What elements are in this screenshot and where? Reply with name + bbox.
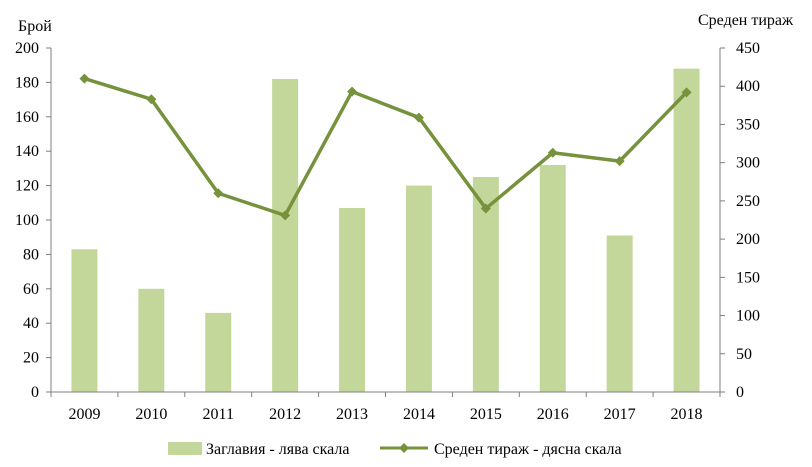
right-tick-label: 200 <box>736 231 760 248</box>
legend-line-label: Среден тираж - дясна скала <box>434 441 622 458</box>
bar-series <box>71 68 700 393</box>
line-point-2012 <box>280 210 291 221</box>
bar-2018 <box>673 68 700 392</box>
right-tick-label: 100 <box>736 308 760 325</box>
line-point-2009 <box>79 73 90 84</box>
left-tick-label: 80 <box>23 246 39 263</box>
bar-2011 <box>205 312 232 392</box>
left-tick-label: 60 <box>23 281 39 298</box>
left-tick-label: 160 <box>15 109 39 126</box>
right-tick-label: 0 <box>736 384 744 401</box>
legend-bar-label: Заглавия - лява скала <box>206 441 350 458</box>
left-tick-label: 20 <box>23 350 39 367</box>
line-point-2018 <box>681 87 692 98</box>
right-tick-label: 300 <box>736 155 760 172</box>
left-tick-label: 120 <box>15 178 39 195</box>
x-tick-label: 2011 <box>203 406 234 423</box>
line-point-2017 <box>614 156 625 167</box>
bar-2009 <box>71 249 98 392</box>
axes <box>46 47 725 397</box>
x-tick-label: 2013 <box>336 406 368 423</box>
line-series <box>79 73 692 221</box>
x-tick-label: 2016 <box>537 406 569 423</box>
left-tick-label: 100 <box>15 212 39 229</box>
right-tick-label: 250 <box>736 193 760 210</box>
right-tick-label: 150 <box>736 269 760 286</box>
x-tick-label: 2009 <box>68 406 100 423</box>
x-tick-label: 2017 <box>604 406 636 423</box>
right-tick-label: 50 <box>736 346 752 363</box>
right-axis-title: Среден тираж <box>698 12 794 29</box>
left-tick-label: 40 <box>23 315 39 332</box>
bar-2010 <box>138 288 165 392</box>
bar-2014 <box>405 185 432 392</box>
line-path <box>83 76 688 218</box>
x-tick-label: 2014 <box>403 406 435 423</box>
bar-2017 <box>606 235 633 392</box>
legend-bar-swatch <box>168 442 202 455</box>
right-tick-label: 450 <box>736 40 760 57</box>
left-tick-label: 180 <box>15 74 39 91</box>
line-point-2010 <box>146 94 157 105</box>
legend-line-marker <box>399 443 409 453</box>
x-tick-label: 2010 <box>135 406 167 423</box>
x-tick-label: 2018 <box>671 406 703 423</box>
line-point-2011 <box>213 188 224 199</box>
bar-2016 <box>539 164 566 392</box>
right-tick-label: 400 <box>736 78 760 95</box>
line-point-2014 <box>413 112 424 123</box>
left-tick-label: 200 <box>15 40 39 57</box>
tick-labels: 0 20 40 60 80 100 120 140 160 180 200 0 50 100 150 200 2… <box>15 40 760 423</box>
x-tick-label: 2012 <box>269 406 301 423</box>
x-tick-label: 2015 <box>470 406 502 423</box>
line-point-2015 <box>480 203 491 214</box>
line-point-2016 <box>547 147 558 158</box>
left-axis-title: Брой <box>18 18 52 35</box>
right-tick-label: 350 <box>736 116 760 133</box>
line-point-2013 <box>347 86 358 97</box>
left-tick-label: 0 <box>31 384 39 401</box>
left-tick-label: 140 <box>15 143 39 160</box>
bar-2013 <box>339 207 366 392</box>
legend: Заглавия - лява скала Среден тираж - дяс… <box>168 441 622 458</box>
bar-2012 <box>272 78 299 393</box>
